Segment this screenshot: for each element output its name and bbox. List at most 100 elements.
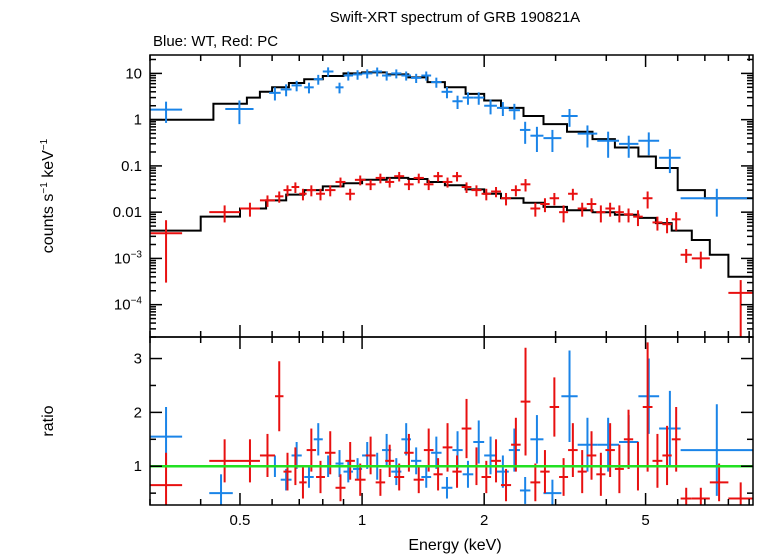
ratio-point-pc-40	[614, 444, 624, 494]
spectrum-point-wt-22	[473, 92, 485, 105]
ratio-point-pc-10	[324, 431, 336, 475]
y-tick-label: 10−3	[114, 249, 143, 267]
chart-title: Swift-XRT spectrum of GRB 190821A	[330, 9, 580, 26]
spectrum-point-pc-1	[209, 205, 240, 223]
x-tick-label: 1	[358, 512, 366, 529]
spectrum-point-wt-21	[462, 92, 474, 105]
spectrum-point-wt-28	[543, 129, 562, 152]
ratio-point-pc-46	[671, 407, 681, 472]
ratio-point-wt-5	[304, 466, 314, 488]
spectrum-point-wt-33	[638, 132, 660, 156]
spectrum-point-pc-49	[728, 280, 753, 337]
ratio-point-wt-31	[597, 417, 620, 472]
spectrum-point-pc-38	[596, 205, 606, 223]
ratio-series-wt	[150, 350, 753, 505]
ratio-point-pc-0	[150, 452, 183, 505]
ratio-point-pc-5	[283, 452, 292, 491]
ratio-point-pc-44	[652, 433, 663, 488]
spectrum-series-pc	[150, 171, 753, 337]
ratio-point-wt-29	[561, 350, 578, 442]
spectrum-point-wt-6	[313, 74, 323, 85]
spectrum-point-pc-47	[680, 248, 692, 263]
y-axis-label-ratio: ratio	[40, 405, 57, 436]
ratio-point-pc-12	[345, 442, 355, 480]
y-tick-label: 10	[125, 65, 142, 82]
spectrum-point-pc-13	[354, 175, 366, 186]
ratio-point-wt-8	[335, 450, 344, 477]
spectrum-point-wt-35	[680, 188, 753, 217]
ratio-point-pc-20	[423, 428, 434, 472]
ratio-point-pc-38	[596, 452, 606, 496]
ratio-point-wt-22	[473, 420, 485, 464]
spectrum-point-pc-17	[394, 171, 405, 182]
ratio-point-pc-4	[275, 361, 284, 432]
ratio-point-pc-17	[394, 463, 405, 491]
spectrum-point-wt-9	[343, 71, 354, 81]
spectrum-point-pc-12	[345, 188, 355, 201]
ratio-point-pc-34	[559, 458, 569, 496]
y-tick-label: 1	[134, 112, 142, 129]
ratio-point-pc-48	[691, 487, 710, 505]
spectrum-point-pc-44	[652, 216, 663, 231]
spectrum-point-pc-18	[404, 179, 414, 191]
ratio-point-wt-16	[410, 447, 422, 475]
spectrum-point-pc-9	[316, 188, 325, 201]
ratio-point-pc-15	[375, 468, 386, 496]
ratio-point-wt-4	[291, 442, 302, 469]
ratio-point-pc-21	[433, 458, 443, 491]
ratio-point-wt-28	[543, 479, 562, 505]
ratio-point-wt-35	[680, 404, 753, 496]
spectrum-panel: 10 1 0.1 0.01 10−3 10−4	[113, 54, 754, 338]
ratio-point-pc-11	[335, 474, 346, 502]
spectrum-point-pc-10	[324, 185, 336, 197]
ratio-point-pc-24	[461, 398, 472, 459]
spectrum-point-pc-29	[511, 185, 521, 197]
ratio-series-pc	[150, 342, 753, 505]
spectrum-point-pc-28	[500, 192, 512, 206]
model-curves	[150, 71, 753, 278]
ratio-point-pc-37	[586, 431, 597, 480]
spectrum-point-pc-21	[433, 171, 443, 182]
ratio-point-pc-41	[623, 409, 634, 469]
ratio-point-pc-22	[442, 423, 453, 472]
spectrum-point-pc-42	[633, 210, 643, 227]
spectrum-point-wt-26	[519, 121, 531, 144]
ratio-point-wt-23	[484, 436, 497, 475]
spectrum-point-pc-2	[239, 202, 260, 217]
spectrum-point-wt-8	[335, 82, 344, 94]
spectrum-point-pc-35	[568, 188, 578, 201]
spectrum-point-pc-24	[461, 182, 472, 193]
spectrum-point-wt-7	[322, 67, 334, 77]
spectrum-point-wt-17	[421, 71, 432, 81]
ratio-point-wt-18	[431, 436, 442, 469]
ratio-point-pc-50	[728, 482, 753, 505]
spectrum-point-wt-0	[150, 101, 183, 123]
ratio-point-wt-9	[343, 460, 354, 483]
spectrum-point-pc-26	[481, 188, 492, 201]
ratio-point-pc-14	[365, 436, 376, 475]
ratio-point-wt-33	[638, 358, 660, 434]
x-tick-label: 5	[641, 512, 649, 529]
y-tick-label: 0.1	[121, 158, 142, 175]
spectrum-point-wt-5	[304, 82, 314, 94]
ratio-point-pc-30	[520, 347, 531, 456]
spectrum-point-pc-4	[275, 191, 284, 203]
ratio-point-wt-21	[462, 460, 474, 488]
ratio-point-pc-1	[209, 439, 240, 483]
ratio-point-pc-29	[511, 417, 521, 472]
ratio-point-pc-27	[491, 439, 501, 483]
ratio-point-wt-27	[530, 415, 544, 464]
spectrum-point-pc-40	[614, 205, 624, 223]
x-axis-label: Energy (keV)	[408, 537, 501, 554]
spectrum-point-pc-41	[623, 208, 634, 223]
spectrum-point-wt-30	[577, 125, 598, 148]
spectrum-point-pc-22	[442, 177, 453, 188]
y-tick-label: 3	[134, 351, 142, 368]
spectrum-point-wt-19	[441, 86, 453, 99]
spectrum-point-wt-29	[561, 108, 578, 127]
spectrum-point-pc-25	[471, 185, 482, 197]
spectrum-point-pc-43	[642, 191, 653, 209]
ratio-axes: 0.5 1 2 5 1 2 3	[134, 337, 753, 529]
spectrum-point-pc-32	[540, 198, 550, 213]
spectrum-point-wt-27	[530, 126, 544, 152]
